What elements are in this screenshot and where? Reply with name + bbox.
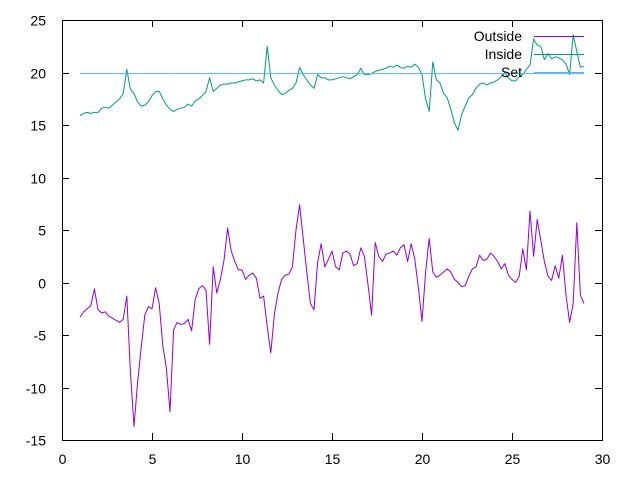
y-tick-label: 20 [30, 66, 46, 82]
legend-label-inside: Inside [485, 46, 523, 62]
legend-label-outside: Outside [474, 28, 522, 44]
series-layer [79, 34, 585, 427]
x-tick-label: 25 [505, 451, 521, 467]
series-line-outside [79, 204, 585, 427]
x-tick-label: 10 [235, 451, 251, 467]
x-tick-label: 0 [59, 451, 67, 467]
series-line-inside [79, 34, 585, 131]
x-tick-label: 15 [325, 451, 341, 467]
y-tick-label: -10 [26, 381, 46, 397]
tick-layer: 0 5 10 15 20 25 30 -15 -10 -5 0 5 10 15 20 25 [26, 13, 611, 468]
y-tick-label: 10 [30, 171, 46, 187]
y-tick-label: 25 [30, 13, 46, 29]
legend: Outside Inside Set [474, 28, 584, 80]
y-tick-label: 15 [30, 118, 46, 134]
legend-label-set: Set [501, 64, 522, 80]
x-tick-label: 30 [595, 451, 611, 467]
y-tick-label: 0 [38, 276, 46, 292]
y-tick-label: 5 [38, 223, 46, 239]
x-tick-label: 5 [149, 451, 157, 467]
plot-frame [62, 20, 603, 441]
y-tick-label: -15 [26, 433, 46, 449]
y-tick-label: -5 [34, 328, 47, 344]
x-tick-label: 20 [415, 451, 431, 467]
